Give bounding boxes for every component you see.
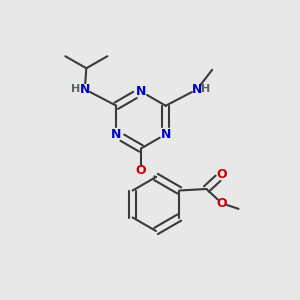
Text: N: N [136,85,146,98]
Text: N: N [111,128,122,141]
Text: O: O [217,197,227,210]
Text: N: N [160,128,171,141]
Text: N: N [192,83,202,96]
Text: N: N [80,83,90,96]
Text: O: O [136,164,146,178]
Text: O: O [217,168,227,181]
Text: H: H [71,84,80,94]
Text: H: H [201,84,210,94]
